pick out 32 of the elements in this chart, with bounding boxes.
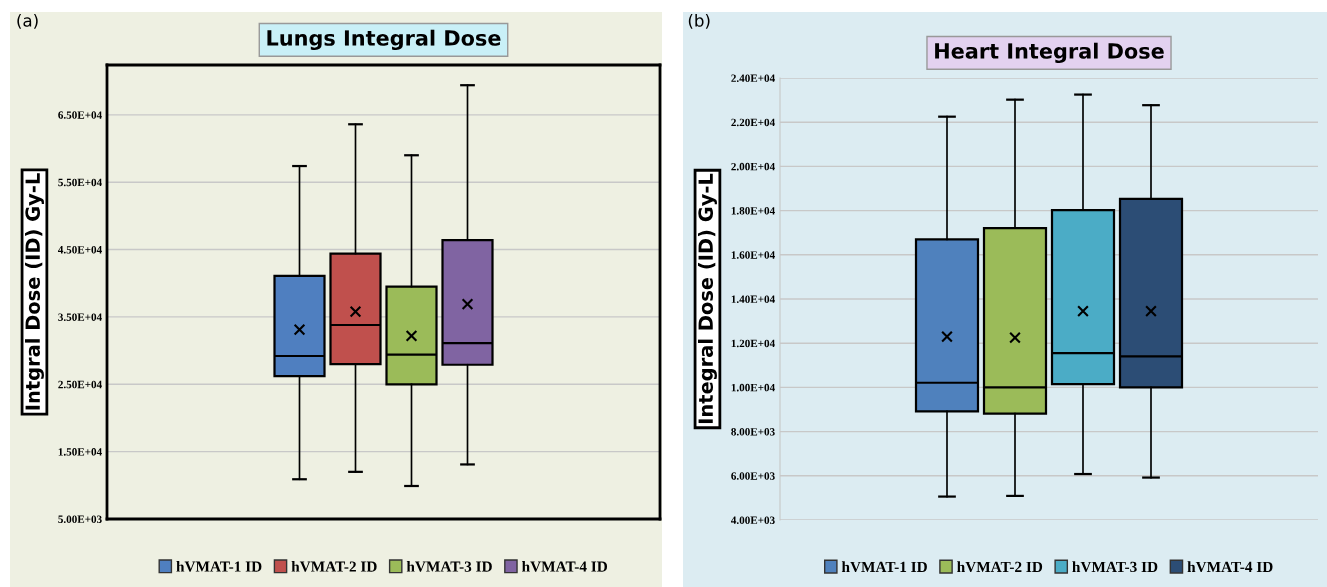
y-tick-label: 6.50E+04	[58, 111, 102, 119]
text: (a)	[17, 13, 38, 29]
y-tick-label: 1.40E+04	[731, 295, 775, 304]
legend-label: hVMAT-4 ID	[522, 561, 608, 572]
legend-label: hVMAT-1 ID	[176, 561, 262, 572]
y-tick-label: 4.00E+03	[730, 516, 775, 525]
y-tick-label: 8.00E+03	[731, 428, 775, 436]
y-axis-title: Intgral Dose (ID) Gy-L	[24, 173, 44, 410]
legend-label: hVMAT-3 ID	[1072, 561, 1158, 573]
y-tick-label: 1.00E+04	[731, 383, 775, 392]
legend-label: hVMAT-2 ID	[291, 561, 377, 572]
y-tick-label: 3.50E+04	[58, 313, 102, 321]
legend-label: hVMAT-3 ID	[406, 561, 492, 572]
legend-label: hVMAT-4 ID	[1187, 561, 1273, 573]
y-tick-label: 1.20E+04	[731, 339, 775, 348]
legend-label: hVMAT-1 ID	[841, 561, 927, 573]
y-tick-label: 2.00E+04	[731, 162, 775, 171]
y-tick-label: 1.80E+04	[731, 207, 775, 215]
text: (b)	[688, 13, 710, 29]
y-tick-label: 2.40E+04	[731, 74, 775, 83]
y-tick-label: 1.50E+04	[58, 448, 102, 456]
y-tick-label: 6.00E+03	[731, 472, 775, 480]
y-axis-title: Integral Dose (ID) Gy-L	[697, 173, 717, 424]
y-tick-label: 4.50E+04	[57, 246, 102, 254]
y-tick-label: 2.20E+04	[731, 118, 775, 127]
y-tick-label: 5.00E+03	[58, 515, 102, 524]
chart-title: Lungs Integral Dose	[267, 29, 501, 51]
y-tick-label: 5.50E+04	[58, 178, 102, 187]
y-tick-label: 1.60E+04	[731, 251, 775, 259]
chart-title: Heart Integral Dose	[935, 42, 1164, 64]
y-tick-label: 2.50E+04	[58, 380, 102, 389]
legend-label: hVMAT-2 ID	[957, 561, 1043, 573]
